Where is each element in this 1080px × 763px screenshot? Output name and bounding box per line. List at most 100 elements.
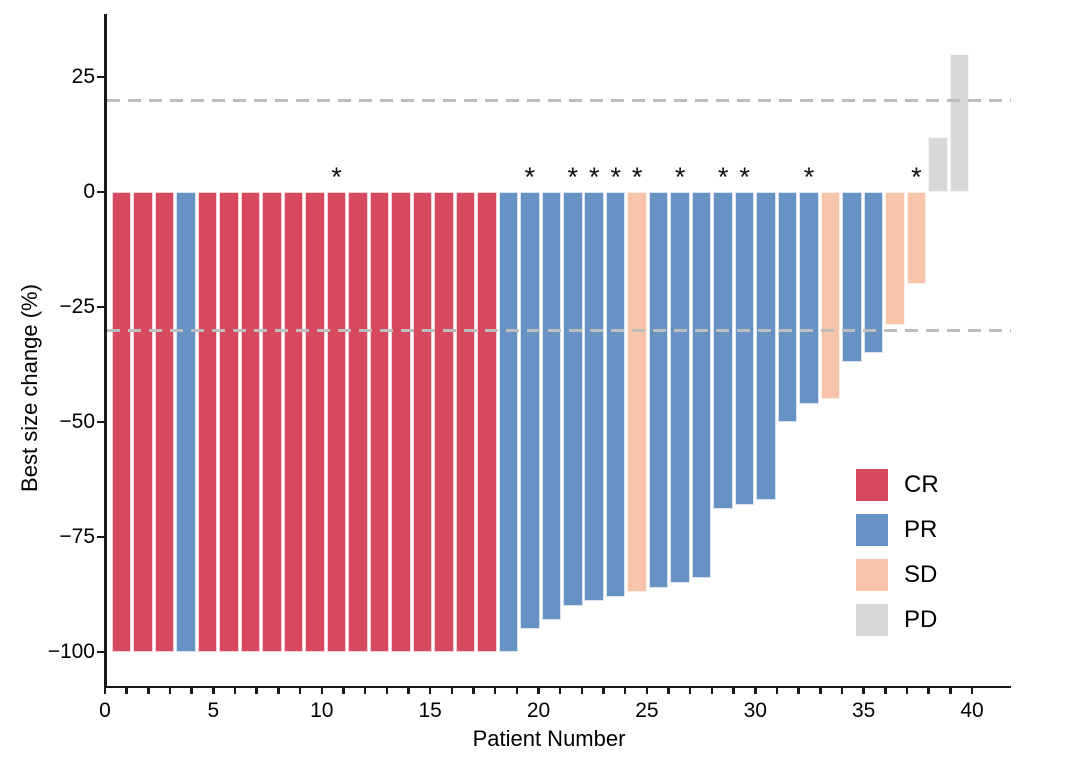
bar-patient-30 [734, 192, 755, 505]
asterisk-marker-patient-30: * [739, 162, 750, 192]
x-axis-line [104, 685, 1011, 689]
legend-item-PR: PR [856, 514, 939, 546]
bar-patient-6 [219, 192, 239, 652]
asterisk-marker-patient-20: * [524, 162, 536, 192]
legend-label-PD: PD [904, 606, 938, 633]
bar-patient-24 [605, 192, 626, 597]
y-tick-label--100: −100 [47, 640, 95, 663]
x-tick-6 [233, 688, 237, 694]
bar-patient-12 [348, 192, 368, 652]
x-tick-40 [970, 688, 974, 694]
asterisk-marker-patient-23: * [588, 162, 600, 192]
x-tick-label-15: 15 [418, 699, 442, 722]
bar-patient-35 [842, 192, 862, 363]
legend-label-CR: CR [904, 471, 939, 498]
x-tick-24 [623, 688, 627, 694]
x-tick-37 [905, 688, 909, 694]
x-tick-25 [645, 688, 649, 694]
x-tick-label-5: 5 [207, 699, 220, 722]
bar-patient-34 [820, 192, 841, 399]
bar-patient-8 [262, 192, 282, 652]
x-tick-2 [147, 688, 150, 694]
legend: CR PR SD PD [856, 469, 939, 636]
bar-patient-26 [648, 192, 669, 588]
bar-patient-10 [305, 192, 325, 652]
bar-patient-25 [627, 192, 647, 593]
legend-item-PD: PD [856, 604, 939, 636]
x-tick-30 [754, 688, 757, 694]
bar-patient-2 [133, 192, 153, 652]
legend-swatch-PD [856, 604, 888, 636]
bar-patient-9 [283, 192, 304, 652]
x-tick-label-25: 25 [635, 699, 659, 722]
x-tick-38 [927, 688, 930, 694]
legend-label-SD: SD [904, 561, 938, 588]
x-tick-label-10: 10 [310, 699, 334, 722]
bar-patient-39 [928, 136, 948, 192]
y-tick-label-25: 25 [71, 65, 95, 88]
legend-swatch-SD [856, 559, 888, 591]
y-tick--50 [97, 420, 104, 424]
x-tick-39 [949, 688, 952, 694]
x-axis-title: Patient Number [472, 726, 626, 751]
x-tick-label-20: 20 [526, 699, 551, 722]
threshold-line-plus20 [106, 98, 1011, 102]
bar-patient-21 [541, 192, 562, 620]
x-tick-23 [602, 688, 605, 694]
asterisk-marker-patient-38: * [911, 162, 922, 192]
asterisk-marker-patient-27: * [674, 162, 686, 192]
bar-patient-18 [477, 192, 497, 652]
x-tick-10 [320, 688, 323, 694]
legend-swatch-PR [856, 514, 888, 546]
x-tick-label-35: 35 [851, 699, 876, 722]
x-tick-22 [580, 688, 584, 694]
x-tick-label-40: 40 [960, 699, 984, 722]
asterisk-marker-patient-24: * [610, 162, 621, 192]
bar-patient-17 [455, 192, 476, 652]
x-tick-9 [298, 688, 302, 694]
asterisk-marker-patient-33: * [803, 162, 815, 192]
bar-patient-37 [885, 192, 905, 326]
x-tick-21 [558, 688, 562, 694]
bar-patient-5 [197, 192, 218, 652]
y-axis-line [104, 14, 107, 688]
x-tick-15 [428, 688, 432, 694]
x-tick-0 [103, 688, 107, 694]
x-tick-26 [667, 688, 670, 694]
bar-patient-14 [391, 192, 411, 652]
x-tick-5 [212, 688, 215, 694]
x-tick-27 [688, 688, 692, 694]
bar-patient-15 [412, 192, 433, 652]
x-tick-32 [797, 688, 800, 694]
x-tick-19 [515, 688, 519, 694]
bar-patient-4 [176, 192, 196, 652]
x-tick-label-30: 30 [743, 699, 767, 722]
legend-swatch-CR [856, 469, 888, 501]
x-tick-17 [472, 688, 475, 694]
x-tick-16 [450, 688, 454, 694]
asterisk-marker-patient-22: * [567, 162, 578, 192]
bar-patient-31 [756, 192, 776, 501]
y-axis-title: Best size change (%) [17, 284, 42, 492]
x-tick-33 [819, 688, 822, 694]
asterisk-marker-patient-25: * [631, 162, 643, 192]
x-tick-1 [125, 688, 128, 694]
legend-label-PR: PR [904, 516, 938, 543]
y-tick-label--50: −50 [59, 410, 95, 433]
bar-patient-27 [670, 192, 690, 583]
y-tick-label--75: −75 [59, 525, 95, 548]
x-tick-13 [385, 688, 389, 694]
threshold-line-minus30 [106, 328, 1011, 332]
x-tick-4 [190, 688, 193, 694]
bar-patient-20 [520, 192, 540, 629]
y-tick--100 [97, 650, 104, 654]
y-tick-0 [97, 190, 104, 194]
x-tick-36 [884, 688, 887, 694]
x-tick-7 [255, 688, 258, 694]
y-tick--75 [97, 535, 104, 539]
bar-patient-33 [799, 192, 819, 404]
bar-patient-1 [111, 192, 132, 652]
x-tick-31 [775, 688, 779, 694]
x-tick-label-0: 0 [99, 699, 111, 722]
